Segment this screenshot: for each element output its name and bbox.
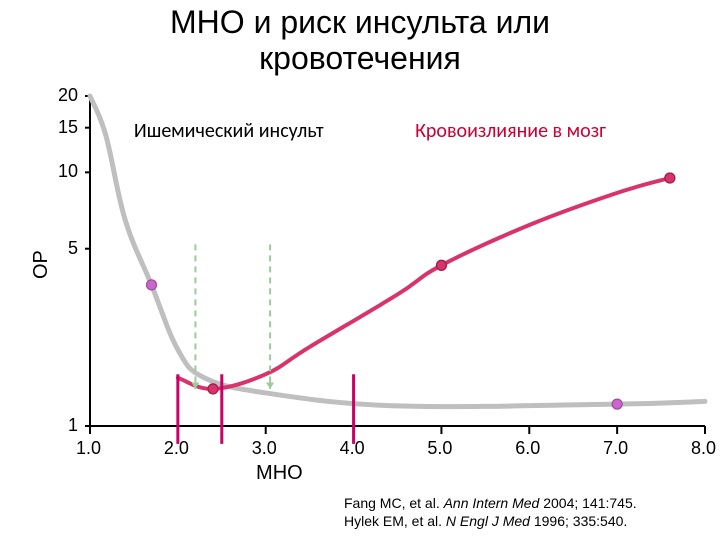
x-tick-label: 2.0 (164, 438, 189, 459)
x-tick-label: 5.0 (427, 438, 452, 459)
citation-block: Fang MC, et al. Ann Intern Med 2004; 141… (344, 494, 720, 530)
citation-1-journal: Ann Intern Med (444, 495, 540, 511)
x-axis-label: МНО (256, 462, 303, 485)
citation-1-tail: 2004; 141:745. (539, 495, 636, 511)
title-line2: кровотечения (259, 40, 461, 76)
x-tick-label: 4.0 (340, 438, 365, 459)
x-tick-label: 7.0 (603, 438, 628, 459)
citation-2-author: Hylek EM, et al. (344, 513, 446, 529)
chart-title: МНО и риск инсульта или кровотечения (0, 4, 720, 76)
y-tick-label: 20 (58, 85, 78, 106)
x-tick-label: 8.0 (691, 438, 716, 459)
series-label-hemorrhage: Кровоизлияние в мозг (415, 119, 606, 143)
y-tick-label: 1 (68, 415, 78, 436)
series-label-ischemic: Ишемический инсульт (134, 119, 324, 143)
y-tick-label: 5 (68, 238, 78, 259)
citation-2-journal: N Engl J Med (446, 513, 530, 529)
x-tick-label: 1.0 (76, 438, 101, 459)
y-tick-label: 10 (58, 161, 78, 182)
title-line1: МНО и риск инсульта или (170, 4, 550, 40)
citation-2-tail: 1996; 335:540. (530, 513, 627, 529)
y-axis-label: ОР (30, 250, 53, 279)
inr-risk-chart (85, 91, 720, 451)
x-tick-label: 3.0 (252, 438, 277, 459)
citation-1-author: Fang MC, et al. (344, 495, 444, 511)
x-tick-label: 6.0 (515, 438, 540, 459)
y-tick-label: 15 (58, 117, 78, 138)
